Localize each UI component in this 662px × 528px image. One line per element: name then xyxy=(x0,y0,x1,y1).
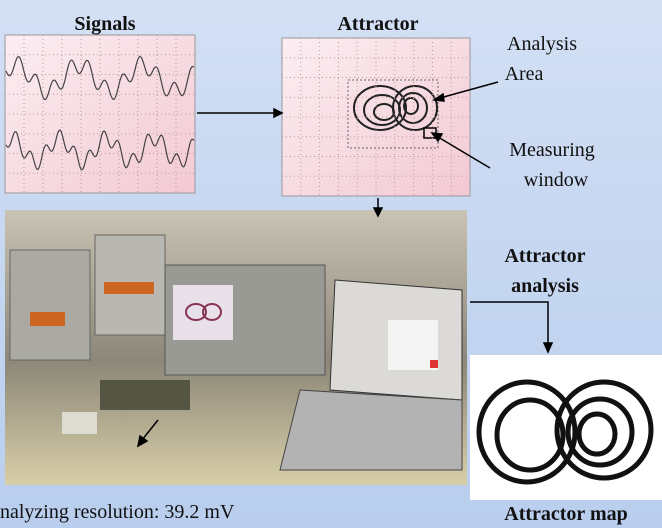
circuit-board xyxy=(100,380,190,410)
analysis-area-label: Analysis xyxy=(507,33,577,55)
laptop-button xyxy=(430,360,438,368)
attractor-map-label: Attractor map xyxy=(504,503,627,525)
measuring-window-label: Measuring xyxy=(509,139,595,161)
signals-image xyxy=(5,35,195,193)
laptop-keyboard xyxy=(280,390,462,470)
attractor-image xyxy=(282,38,470,196)
sensor-board xyxy=(62,412,97,434)
display xyxy=(104,282,154,294)
attractor-label: Attractor xyxy=(337,13,418,35)
page: {"labels": {"signals": "Signals", "attra… xyxy=(0,0,662,528)
attractor-analysis-label: Attractor xyxy=(504,245,585,267)
measuring-window-label: window xyxy=(524,169,589,191)
resolution-label: nalyzing resolution: 39.2 mV xyxy=(0,501,235,523)
figure: Signals Attractor Analysis Area Measurin… xyxy=(0,0,662,528)
attractor-map-image xyxy=(470,355,662,500)
lab-photo xyxy=(5,210,467,485)
signals-label: Signals xyxy=(74,13,135,35)
analysis-area-label: Area xyxy=(505,63,544,85)
attractor-analysis-label: analysis xyxy=(511,275,579,297)
power-supply xyxy=(10,250,90,360)
display xyxy=(30,312,65,326)
